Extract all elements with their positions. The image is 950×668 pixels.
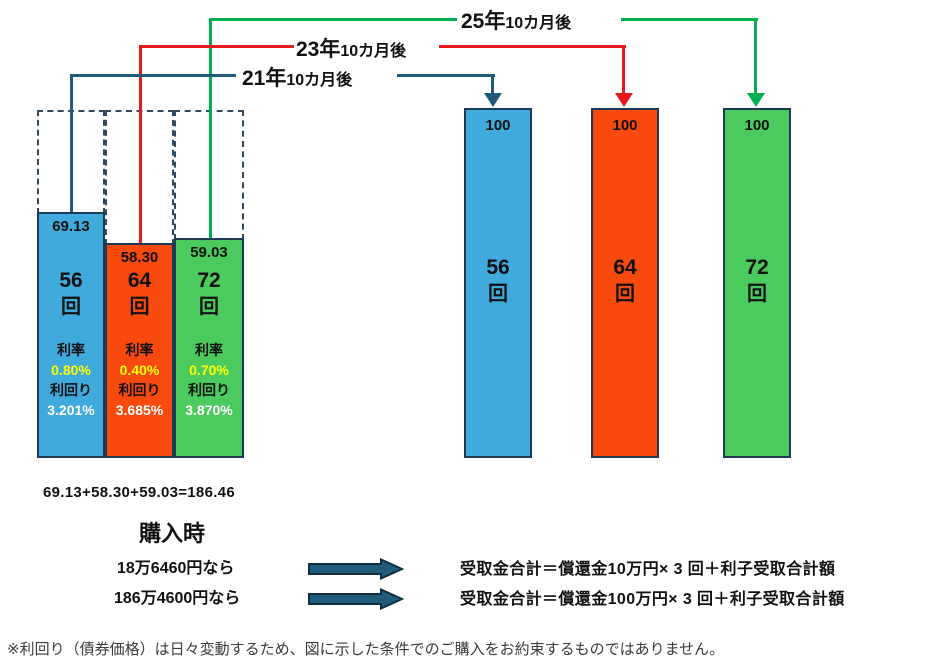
block-arrow-icon-row2 bbox=[308, 588, 405, 610]
yield-label-72: 利回り bbox=[188, 382, 230, 398]
teal-arrowhead-icon bbox=[484, 93, 502, 107]
redemption-count-72-value: 72 bbox=[745, 256, 769, 279]
redemption-count-72: 72 回 bbox=[725, 255, 789, 307]
redemption-count-56: 56 回 bbox=[466, 255, 530, 307]
purchase-amount-row2: 186万4600円なら bbox=[114, 590, 241, 607]
maturity-label-21y-year: 21年 bbox=[242, 67, 287, 90]
redemption-value-72: 100 bbox=[744, 117, 770, 134]
green-connector-segment-1 bbox=[209, 18, 457, 21]
yield-label-56: 利回り bbox=[50, 382, 92, 398]
green-connector-segment-2 bbox=[621, 18, 758, 21]
block-arrow-icon-row1 bbox=[308, 558, 405, 580]
rate-value-72: 0.70% bbox=[189, 362, 229, 378]
rate-label-56: 利率 bbox=[57, 342, 85, 358]
coupon-count-56: 56 回 bbox=[39, 268, 103, 320]
redemption-count-64: 64 回 bbox=[593, 255, 657, 307]
rate-value-56: 0.80% bbox=[51, 362, 91, 378]
teal-connector-segment-1 bbox=[70, 74, 236, 77]
yield-value-64: 3.685% bbox=[115, 402, 164, 418]
redemption-count-64-unit: 回 bbox=[615, 283, 635, 305]
yield-value-72: 3.870% bbox=[185, 402, 233, 418]
purchase-price-64: 58.30 bbox=[120, 249, 159, 266]
green-connector-left-vertical bbox=[209, 18, 212, 239]
rates-block-72: 利率 0.70% 利回り 3.870% bbox=[176, 340, 242, 420]
purchase-bar-72: 59.03 72 回 利率 0.70% 利回り 3.870% bbox=[174, 238, 244, 458]
coupon-count-56-unit: 回 bbox=[61, 296, 81, 318]
redemption-value-64: 100 bbox=[612, 117, 638, 134]
maturity-label-21y-months: 10カ月後 bbox=[286, 72, 353, 89]
redemption-count-72-unit: 回 bbox=[747, 283, 767, 305]
purchase-bar-56: 69.13 56 回 利率 0.80% 利回り 3.201% bbox=[37, 212, 105, 458]
purchase-price-72: 59.03 bbox=[190, 244, 228, 261]
maturity-label-25y: 25年10カ月後 bbox=[461, 5, 571, 35]
rate-value-64: 0.40% bbox=[119, 362, 160, 378]
red-connector-right-vertical bbox=[622, 45, 625, 95]
coupon-count-64-unit: 回 bbox=[129, 296, 150, 318]
rate-label-64: 利率 bbox=[125, 342, 154, 358]
payout-formula-row2: 受取金合計＝償還金100万円× 3 回＋利子受取合計額 bbox=[460, 591, 845, 608]
yield-label-64: 利回り bbox=[118, 382, 161, 398]
red-connector-segment-2 bbox=[439, 45, 626, 48]
rates-block-56: 利率 0.80% 利回り 3.201% bbox=[39, 340, 103, 420]
coupon-count-64: 64 回 bbox=[107, 268, 172, 320]
red-arrowhead-icon bbox=[615, 93, 633, 107]
redemption-value-56: 100 bbox=[485, 117, 511, 134]
red-connector-segment-1 bbox=[139, 45, 294, 48]
redemption-count-56-value: 56 bbox=[486, 256, 510, 279]
maturity-label-21y: 21年10カ月後 bbox=[242, 62, 352, 92]
coupon-count-72: 72 回 bbox=[176, 268, 242, 320]
maturity-label-23y-year: 23年 bbox=[296, 38, 341, 61]
green-connector-right-vertical bbox=[754, 18, 757, 95]
rate-label-72: 利率 bbox=[195, 342, 223, 358]
purchase-time-heading: 購入時 bbox=[139, 521, 206, 546]
maturity-label-23y: 23年10カ月後 bbox=[296, 33, 406, 63]
maturity-label-23y-months: 10カ月後 bbox=[340, 43, 407, 60]
green-arrowhead-icon bbox=[747, 93, 765, 107]
purchase-amount-row1: 18万6460円なら bbox=[117, 560, 235, 577]
teal-connector-segment-2 bbox=[397, 74, 495, 77]
redemption-bar-64: 100 64 回 bbox=[591, 108, 659, 458]
teal-connector-right-vertical bbox=[491, 74, 494, 95]
maturity-label-25y-year: 25年 bbox=[461, 10, 506, 33]
redemption-bar-72: 100 72 回 bbox=[723, 108, 791, 458]
coupon-count-56-value: 56 bbox=[59, 269, 83, 292]
coupon-count-72-value: 72 bbox=[197, 269, 221, 292]
price-sum-equation: 69.13+58.30+59.03=186.46 bbox=[43, 484, 235, 501]
redemption-count-64-value: 64 bbox=[613, 256, 637, 279]
purchase-price-56: 69.13 bbox=[52, 218, 90, 235]
red-connector-left-vertical bbox=[139, 45, 142, 244]
redemption-bar-56: 100 56 回 bbox=[464, 108, 532, 458]
coupon-count-64-value: 64 bbox=[127, 269, 152, 292]
rates-block-64: 利率 0.40% 利回り 3.685% bbox=[107, 340, 172, 420]
teal-connector-left-vertical bbox=[70, 74, 73, 213]
purchase-bar-64: 58.30 64 回 利率 0.40% 利回り 3.685% bbox=[105, 243, 174, 458]
maturity-label-25y-months: 10カ月後 bbox=[505, 15, 572, 32]
redemption-count-56-unit: 回 bbox=[488, 283, 508, 305]
coupon-count-72-unit: 回 bbox=[199, 296, 219, 318]
disclaimer-note: ※利回り（債券価格）は日々変動するため、図に示した条件でのご購入をお約束するもの… bbox=[7, 641, 725, 658]
yield-value-56: 3.201% bbox=[47, 402, 95, 418]
payout-formula-row1: 受取金合計＝償還金10万円× 3 回＋利子受取合計額 bbox=[460, 561, 836, 578]
